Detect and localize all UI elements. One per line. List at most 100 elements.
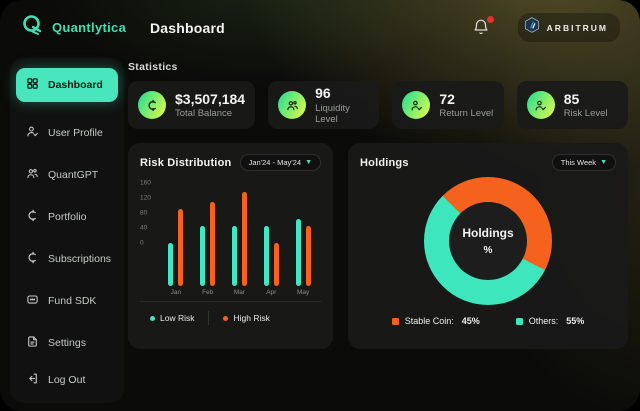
risk-range-dropdown[interactable]: Jan'24 - May'24 ▼	[239, 154, 321, 171]
stat-label: Risk Level	[563, 108, 608, 120]
y-tick-label: 80	[140, 209, 148, 217]
legend-item-high-risk: High Risk	[223, 313, 270, 323]
holdings-card: Holdings This Week ▼ Holdings %	[348, 143, 628, 349]
sidebar-item-fund-sdk[interactable]: Fund SDK	[18, 285, 116, 317]
sidebar-item-label: Settings	[48, 337, 86, 349]
x-axis-label: May	[296, 289, 310, 296]
chevron-down-icon: ▼	[305, 159, 312, 166]
risk-bars: Jan Feb Mar Apr May	[160, 179, 319, 297]
sidebar: Dashboard User Profile QuantGPT	[10, 58, 124, 403]
legend-value: 55%	[566, 316, 585, 326]
stat-label: Total Balance	[175, 108, 233, 120]
legend-label: High Risk	[233, 313, 270, 323]
sidebar-item-label: QuantGPT	[48, 169, 99, 181]
bar-group: Jan	[164, 179, 188, 297]
holdings-period-label: This Week	[560, 158, 597, 167]
bar-group: Feb	[196, 179, 220, 297]
sidebar-item-subscriptions[interactable]: Subscriptions	[18, 243, 116, 275]
bar-group: Apr	[259, 179, 283, 297]
y-tick-label: 40	[140, 224, 148, 232]
x-axis-label: Mar	[233, 289, 246, 296]
legend-value: 45%	[461, 316, 480, 326]
low-risk-bar	[231, 225, 237, 286]
sidebar-item-dashboard[interactable]: Dashboard	[16, 68, 118, 102]
main-content: Statistics $3,507,184 Total Balance	[128, 55, 628, 411]
bar-group: Mar	[227, 179, 251, 297]
notification-badge	[485, 14, 495, 24]
stat-card-return-level: 72 Return Level	[392, 81, 504, 129]
x-axis-label: Jan	[170, 289, 182, 296]
risk-legend: Low Risk High Risk	[140, 302, 321, 325]
holdings-card-title: Holdings	[360, 156, 409, 169]
y-tick-label: 120	[140, 194, 151, 202]
charts-row: Risk Distribution Jan'24 - May'24 ▼ 160 1…	[128, 143, 628, 349]
stat-value: 72	[439, 90, 455, 107]
people-icon	[278, 91, 307, 119]
logout-button[interactable]: Log Out	[18, 364, 116, 396]
legend-label: Low Risk	[160, 313, 195, 323]
statistics-row: $3,507,184 Total Balance 96 Liquidity Le…	[128, 81, 628, 129]
notification-bell-icon[interactable]	[472, 14, 495, 38]
settings-file-icon	[26, 335, 39, 351]
statistics-section-label: Statistics	[128, 61, 178, 73]
logout-icon	[26, 372, 39, 388]
portfolio-coin-icon	[26, 209, 39, 225]
legend-item-stable-coin: Stable Coin: 45%	[391, 316, 480, 326]
low-risk-bar	[168, 242, 174, 286]
holdings-legend: Stable Coin: 45% Others: 55%	[360, 316, 616, 326]
coin-icon	[138, 91, 166, 119]
stat-card-liquidity-level: 96 Liquidity Level	[268, 81, 380, 129]
brand-name: Quantlytica	[52, 20, 127, 35]
sidebar-item-label: Dashboard	[48, 79, 103, 91]
high-risk-bar	[210, 202, 216, 286]
sidebar-item-label: User Profile	[48, 127, 103, 139]
stat-label: Liquidity Level	[315, 102, 350, 125]
subscriptions-coin-icon	[26, 251, 39, 267]
holdings-period-dropdown[interactable]: This Week ▼	[551, 154, 616, 171]
high-risk-bar	[305, 225, 311, 286]
dashboard-grid-icon	[26, 77, 39, 93]
high-risk-dot-icon	[223, 315, 229, 321]
brand-logo-icon	[20, 13, 44, 42]
stable-coin-square-icon	[391, 317, 399, 325]
brand: Quantlytica	[20, 13, 128, 42]
stat-value: 96	[315, 85, 331, 102]
y-tick-label: 160	[140, 179, 151, 187]
network-label: ARBITRUM	[546, 22, 608, 33]
sidebar-item-user-profile[interactable]: User Profile	[18, 117, 116, 149]
donut-center: Holdings %	[449, 202, 527, 280]
risk-range-label: Jan'24 - May'24	[248, 158, 302, 167]
sidebar-item-portfolio[interactable]: Portfolio	[18, 201, 116, 233]
sidebar-item-settings[interactable]: Settings	[18, 327, 116, 359]
quantgpt-people-icon	[26, 167, 39, 183]
risk-card-title: Risk Distribution	[140, 156, 232, 169]
chevron-down-icon: ▼	[600, 159, 607, 166]
low-risk-bar	[295, 219, 301, 286]
network-selector[interactable]: ARBITRUM	[517, 13, 620, 42]
legend-item-low-risk: Low Risk	[150, 313, 194, 323]
risk-bar-chart: 160 120 80 40 0 Jan Feb Mar Apr May	[140, 179, 321, 297]
stat-value: $3,507,184	[175, 90, 246, 107]
user-profile-icon	[26, 125, 39, 141]
legend-item-others: Others: 55%	[515, 316, 585, 326]
risk-distribution-card: Risk Distribution Jan'24 - May'24 ▼ 160 1…	[128, 143, 333, 349]
holdings-donut-chart: Holdings %	[424, 177, 552, 305]
sidebar-item-quantgpt[interactable]: QuantGPT	[18, 159, 116, 191]
legend-label: Others:	[528, 316, 559, 326]
person-check-icon	[402, 91, 431, 119]
bar-group: May	[291, 179, 315, 297]
x-axis-label: Apr	[266, 289, 277, 296]
stat-card-risk-level: 85 Risk Level	[516, 81, 628, 129]
logout-label: Log Out	[48, 374, 86, 386]
sidebar-item-label: Portfolio	[48, 211, 87, 223]
fund-sdk-icon	[26, 293, 39, 309]
high-risk-bar	[178, 209, 184, 286]
divider	[208, 311, 210, 325]
divider	[140, 301, 321, 302]
header: Quantlytica Dashboard ARBITRU	[0, 0, 640, 55]
y-tick-label: 0	[140, 239, 144, 247]
donut-center-unit: %	[483, 245, 493, 256]
arbitrum-logo-icon	[524, 17, 540, 38]
donut-center-label: Holdings	[462, 226, 514, 240]
